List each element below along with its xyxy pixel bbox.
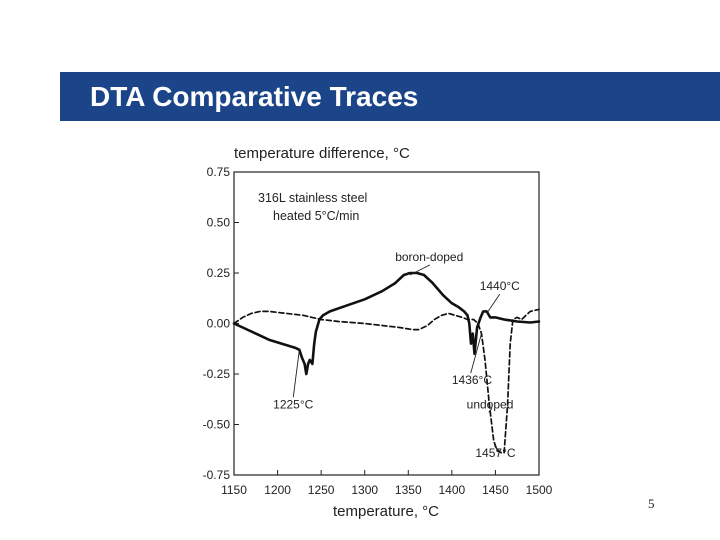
annotation-leader (292, 349, 300, 398)
inset-line-1: 316L stainless steel (258, 191, 367, 205)
x-axis-title: temperature, °C (333, 503, 439, 520)
annotation-label: 1225°C (273, 397, 313, 411)
inset-line-2: heated 5°C/min (273, 209, 359, 223)
x-tick-label: 1250 (308, 483, 335, 497)
annotation-leader (486, 293, 501, 314)
series-line-undoped (233, 308, 540, 454)
title-bar: DTA Comparative Traces (60, 72, 720, 121)
annotation-leader (493, 445, 502, 454)
annotation-leader (488, 408, 493, 413)
annotation-label: 1457°C (475, 446, 515, 460)
x-tick-label: 1500 (526, 483, 553, 497)
slide-title: DTA Comparative Traces (90, 81, 419, 112)
y-axis-title: temperature difference, °C (234, 145, 410, 162)
x-tick-label: 1150 (221, 483, 247, 497)
y-tick-label: 0.75 (207, 165, 231, 179)
annotation-label: 1440°C (480, 279, 520, 293)
x-tick-label: 1450 (482, 483, 509, 497)
annotation-label: boron-doped (395, 250, 463, 264)
x-tick-label: 1200 (264, 483, 291, 497)
y-tick-label: -0.50 (203, 418, 231, 432)
annotation-label: undoped (467, 397, 514, 411)
x-tick-label: 1350 (395, 483, 422, 497)
x-tick-label: 1400 (439, 483, 466, 497)
y-tick-label: 0.50 (207, 216, 231, 230)
page-number: 5 (648, 496, 655, 511)
x-tick-label: 1300 (351, 483, 378, 497)
annotation-leader (409, 264, 431, 276)
y-tick-label: -0.75 (203, 468, 231, 482)
series-line-boron-doped (232, 271, 541, 376)
annotation-leader (470, 333, 482, 374)
annotation-label: 1436°C (452, 373, 492, 387)
y-tick-label: 0.25 (207, 266, 231, 280)
y-tick-label: 0.00 (207, 317, 231, 331)
y-tick-label: -0.25 (203, 367, 231, 381)
